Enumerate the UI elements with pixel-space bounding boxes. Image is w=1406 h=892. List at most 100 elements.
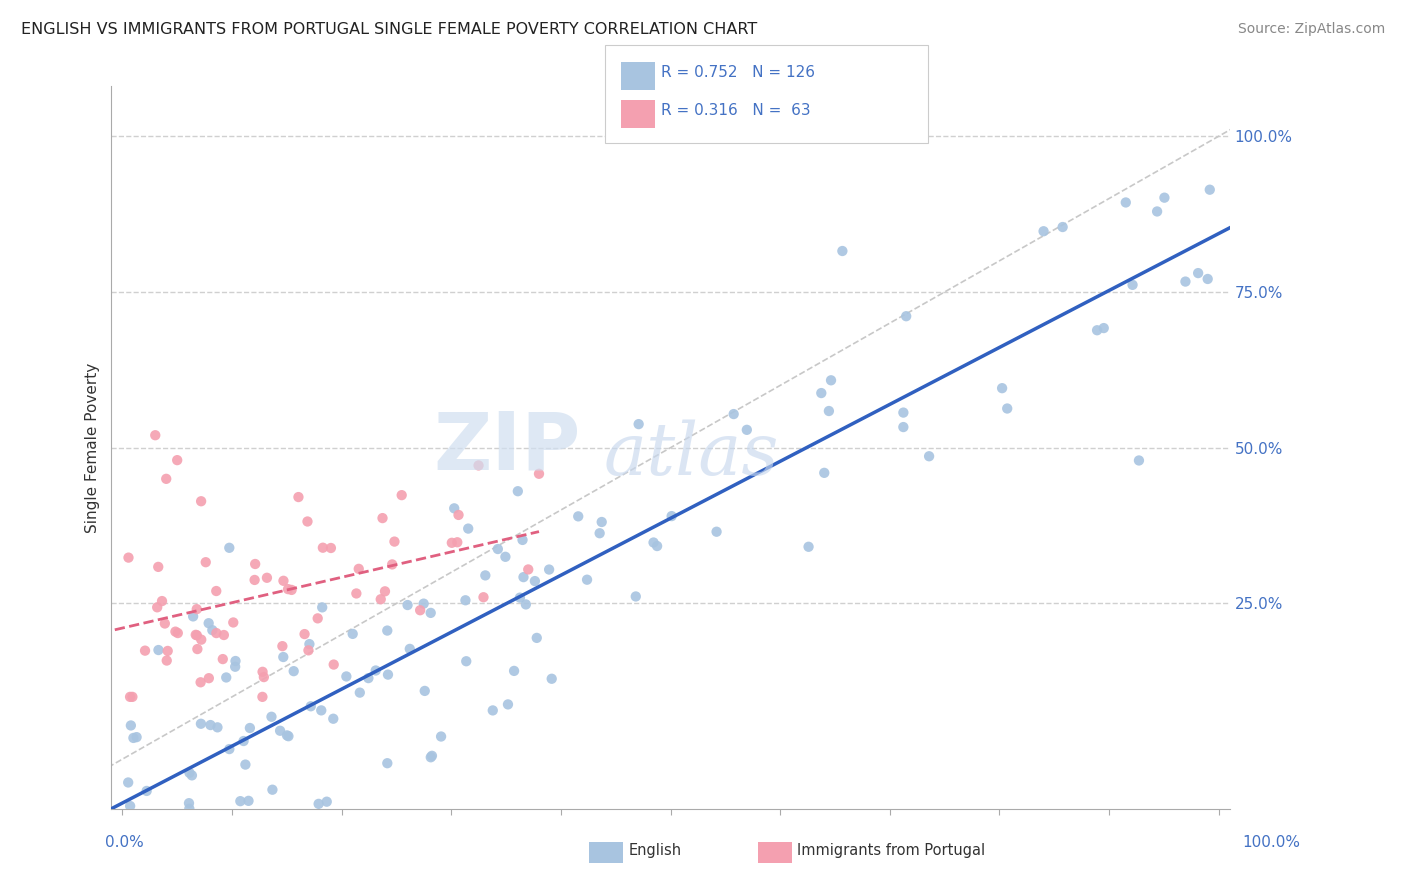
Point: [186, 628, 208, 642]
Point: [217, 827, 239, 841]
Point: [156, 654, 179, 668]
Point: [797, 540, 820, 554]
Point: [506, 484, 529, 499]
Text: R = 0.316   N =  63: R = 0.316 N = 63: [661, 103, 810, 118]
Point: [526, 631, 548, 645]
Point: [177, 796, 200, 810]
Point: [503, 664, 526, 678]
Point: [271, 639, 294, 653]
Point: [377, 667, 399, 681]
Point: [496, 698, 519, 712]
Point: [430, 730, 453, 744]
Point: [186, 602, 208, 616]
Point: [186, 642, 208, 657]
Point: [1153, 191, 1175, 205]
Point: [1146, 204, 1168, 219]
Point: [252, 665, 274, 679]
Point: [271, 650, 294, 665]
Point: [820, 373, 842, 387]
Point: [181, 768, 204, 782]
Point: [260, 710, 283, 724]
Point: [344, 586, 367, 600]
Point: [486, 541, 509, 556]
Text: ENGLISH VS IMMIGRANTS FROM PORTUGAL SINGLE FEMALE POVERTY CORRELATION CHART: ENGLISH VS IMMIGRANTS FROM PORTUGAL SING…: [21, 22, 758, 37]
Point: [207, 720, 229, 734]
Point: [290, 813, 312, 827]
Text: atlas: atlas: [603, 419, 779, 491]
Point: [181, 609, 204, 624]
Point: [197, 616, 219, 631]
Point: [120, 827, 142, 841]
Point: [1115, 195, 1137, 210]
Point: [831, 244, 853, 258]
Point: [813, 466, 835, 480]
Point: [538, 563, 561, 577]
Point: [893, 420, 915, 434]
Point: [120, 718, 142, 732]
Point: [311, 600, 333, 615]
Point: [818, 404, 841, 418]
Point: [277, 582, 299, 596]
Point: [148, 560, 170, 574]
Point: [309, 703, 332, 717]
Point: [179, 802, 201, 816]
Point: [184, 628, 207, 642]
Point: [643, 535, 665, 549]
Point: [322, 657, 344, 672]
Point: [588, 526, 610, 541]
Point: [454, 593, 477, 607]
Point: [319, 541, 342, 555]
Point: [375, 756, 398, 771]
Point: [645, 539, 668, 553]
Point: [347, 562, 370, 576]
Point: [335, 669, 357, 683]
Point: [1122, 277, 1144, 292]
Point: [527, 467, 550, 481]
Point: [413, 684, 436, 698]
Point: [509, 591, 531, 605]
Point: [370, 592, 392, 607]
Point: [190, 632, 212, 647]
Text: Immigrants from Portugal: Immigrants from Portugal: [797, 844, 986, 858]
Point: [371, 511, 394, 525]
Point: [1085, 323, 1108, 337]
Point: [517, 562, 540, 576]
Point: [120, 827, 142, 841]
Point: [146, 600, 169, 615]
Point: [276, 728, 298, 742]
Point: [419, 750, 441, 764]
Point: [299, 699, 322, 714]
Point: [121, 690, 143, 704]
Point: [396, 598, 419, 612]
Point: [515, 598, 537, 612]
Point: [201, 623, 224, 637]
Point: [166, 626, 188, 640]
Point: [567, 509, 589, 524]
Point: [440, 536, 463, 550]
Point: [1032, 224, 1054, 238]
Point: [342, 627, 364, 641]
Point: [412, 597, 434, 611]
Point: [232, 734, 254, 748]
Point: [893, 406, 915, 420]
Point: [995, 401, 1018, 416]
Point: [627, 417, 650, 431]
Point: [211, 652, 233, 666]
Text: English: English: [628, 844, 682, 858]
Point: [1198, 183, 1220, 197]
Point: [457, 522, 479, 536]
Point: [155, 472, 177, 486]
Point: [384, 534, 406, 549]
Point: [205, 584, 228, 599]
Point: [179, 765, 201, 780]
Point: [474, 568, 496, 582]
Y-axis label: Single Female Poverty: Single Female Poverty: [86, 362, 100, 533]
Point: [661, 509, 683, 524]
Point: [512, 570, 534, 584]
Point: [364, 664, 387, 678]
Point: [810, 386, 832, 401]
Point: [117, 550, 139, 565]
Point: [443, 501, 465, 516]
Point: [283, 664, 305, 678]
Point: [120, 690, 142, 704]
